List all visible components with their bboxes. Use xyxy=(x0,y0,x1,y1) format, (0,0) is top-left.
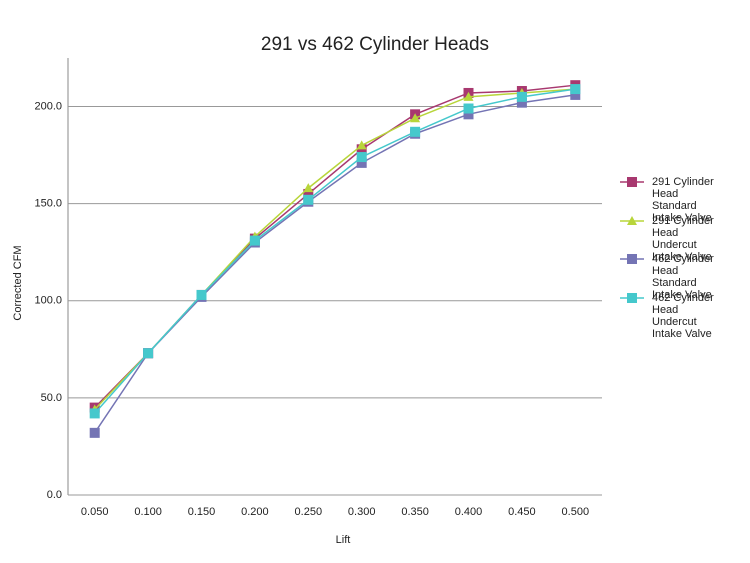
x-tick-label: 0.500 xyxy=(562,506,590,518)
series-line xyxy=(94,84,576,409)
legend-entry: 291 Cylinder Head Undercut Intake Valve xyxy=(620,215,720,263)
data-point xyxy=(143,348,154,359)
y-tick-label: 100.0 xyxy=(34,295,62,307)
legend-marker xyxy=(620,177,644,187)
legend-entry: 291 Cylinder Head Standard Intake Valve xyxy=(620,176,720,224)
y-tick-label: 200.0 xyxy=(34,100,62,112)
data-point xyxy=(303,188,314,199)
x-axis-label: Lift xyxy=(336,534,351,546)
data-point xyxy=(570,89,581,100)
legend-label: 291 Cylinder Head Undercut Intake Valve xyxy=(652,214,714,263)
legend-label: 291 Cylinder Head Standard Intake Valve xyxy=(652,176,714,224)
data-point xyxy=(570,84,581,95)
data-point xyxy=(463,91,474,101)
data-point xyxy=(303,194,314,205)
data-point xyxy=(463,103,474,114)
x-tick-label: 0.450 xyxy=(508,506,536,518)
legend-symbol xyxy=(627,177,637,187)
legend-symbol xyxy=(627,254,637,264)
legend-symbol xyxy=(627,215,637,225)
legend-marker xyxy=(620,254,644,264)
legend-marker xyxy=(620,215,644,225)
legend-entry: 462 Cylinder Head Undercut Intake Valve xyxy=(620,292,720,340)
x-tick-label: 0.350 xyxy=(401,506,429,518)
x-tick-label: 0.100 xyxy=(134,506,162,518)
data-point xyxy=(410,113,421,123)
legend-label: 462 Cylinder Head Standard Intake Valve xyxy=(652,253,714,301)
x-tick-label: 0.050 xyxy=(81,506,109,518)
data-point xyxy=(516,91,527,102)
x-tick-label: 0.300 xyxy=(348,506,376,518)
x-tick-label: 0.200 xyxy=(241,506,269,518)
legend-entry: 462 Cylinder Head Standard Intake Valve xyxy=(620,253,720,301)
legend-label: 462 Cylinder Head Undercut Intake Valve xyxy=(652,291,714,340)
series-line xyxy=(94,94,576,434)
legend-symbol xyxy=(627,292,637,303)
x-tick-label: 0.400 xyxy=(455,506,483,518)
data-point xyxy=(89,427,100,438)
data-point xyxy=(356,157,367,168)
data-point xyxy=(89,408,100,419)
data-point xyxy=(463,109,474,120)
data-point xyxy=(303,183,314,193)
data-point xyxy=(196,289,207,300)
legend: 291 Cylinder Head Standard Intake Valve 2… xyxy=(620,176,720,340)
data-point xyxy=(356,140,367,150)
y-tick-label: 150.0 xyxy=(34,198,62,210)
y-axis-label: Corrected CFM xyxy=(12,245,24,320)
y-tick-label: 50.0 xyxy=(41,392,62,404)
series-line xyxy=(94,88,576,411)
data-point xyxy=(516,97,527,108)
x-tick-label: 0.150 xyxy=(188,506,216,518)
series-line xyxy=(94,88,576,414)
legend-marker xyxy=(620,292,644,303)
x-tick-label: 0.250 xyxy=(295,506,323,518)
data-point xyxy=(410,126,421,137)
data-point xyxy=(249,235,260,246)
chart-title: 291 vs 462 Cylinder Heads xyxy=(261,34,489,55)
data-point xyxy=(356,152,367,163)
y-tick-label: 0.0 xyxy=(47,489,62,501)
